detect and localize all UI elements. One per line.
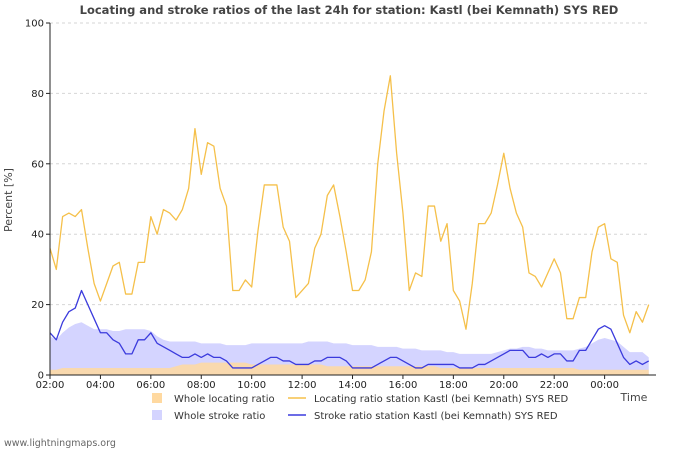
x-tick-label: 22:00 [540,380,569,391]
legend-label: Stroke ratio station Kastl (bei Kemnath)… [314,411,558,422]
whole-locating-area [50,362,649,375]
x-tick-label: 18:00 [439,380,468,391]
y-tick-label: 0 [38,371,44,382]
x-tick-label: 00:00 [590,380,619,391]
legend-swatch [152,393,162,403]
grid [50,22,650,306]
legend-label: Whole locating ratio [174,394,275,405]
y-tick-label: 20 [31,300,44,311]
x-tick-label: 04:00 [86,380,115,391]
x-tick-label: 08:00 [187,380,216,391]
x-tick-label: 02:00 [36,380,65,391]
legend-label: Locating ratio station Kastl (bei Kemnat… [314,394,568,405]
area-series [50,322,649,375]
line-series [49,75,650,369]
x-tick-labels: 02:00 04:00 06:00 08:00 10:00 12:00 14:00 16:00… [36,375,619,391]
legend: Whole locating ratio Locating ratio stati… [152,393,568,422]
y-tick-labels: 0 20 40 60 80 100 [25,19,50,382]
stroke-line [49,289,650,369]
y-axis-label: Percent [%] [2,168,15,232]
locating-line [49,75,650,334]
y-tick-label: 60 [31,159,44,170]
x-tick-label: 16:00 [389,380,418,391]
y-tick-label: 40 [31,230,44,241]
x-axis-label: Time [620,391,648,404]
x-tick-label: 20:00 [489,380,518,391]
x-tick-label: 14:00 [338,380,367,391]
y-tick-label: 80 [31,89,44,100]
x-tick-label: 06:00 [136,380,165,391]
x-tick-label: 10:00 [237,380,266,391]
footer-credit: www.lightningmaps.org [4,438,116,449]
y-tick-label: 100 [25,19,44,30]
x-tick-label: 12:00 [288,380,317,391]
chart-title: Locating and stroke ratios of the last 2… [80,3,619,17]
legend-label: Whole stroke ratio [174,411,265,422]
legend-swatch [152,410,162,420]
axes [49,23,656,376]
whole-stroke-area [50,322,649,375]
